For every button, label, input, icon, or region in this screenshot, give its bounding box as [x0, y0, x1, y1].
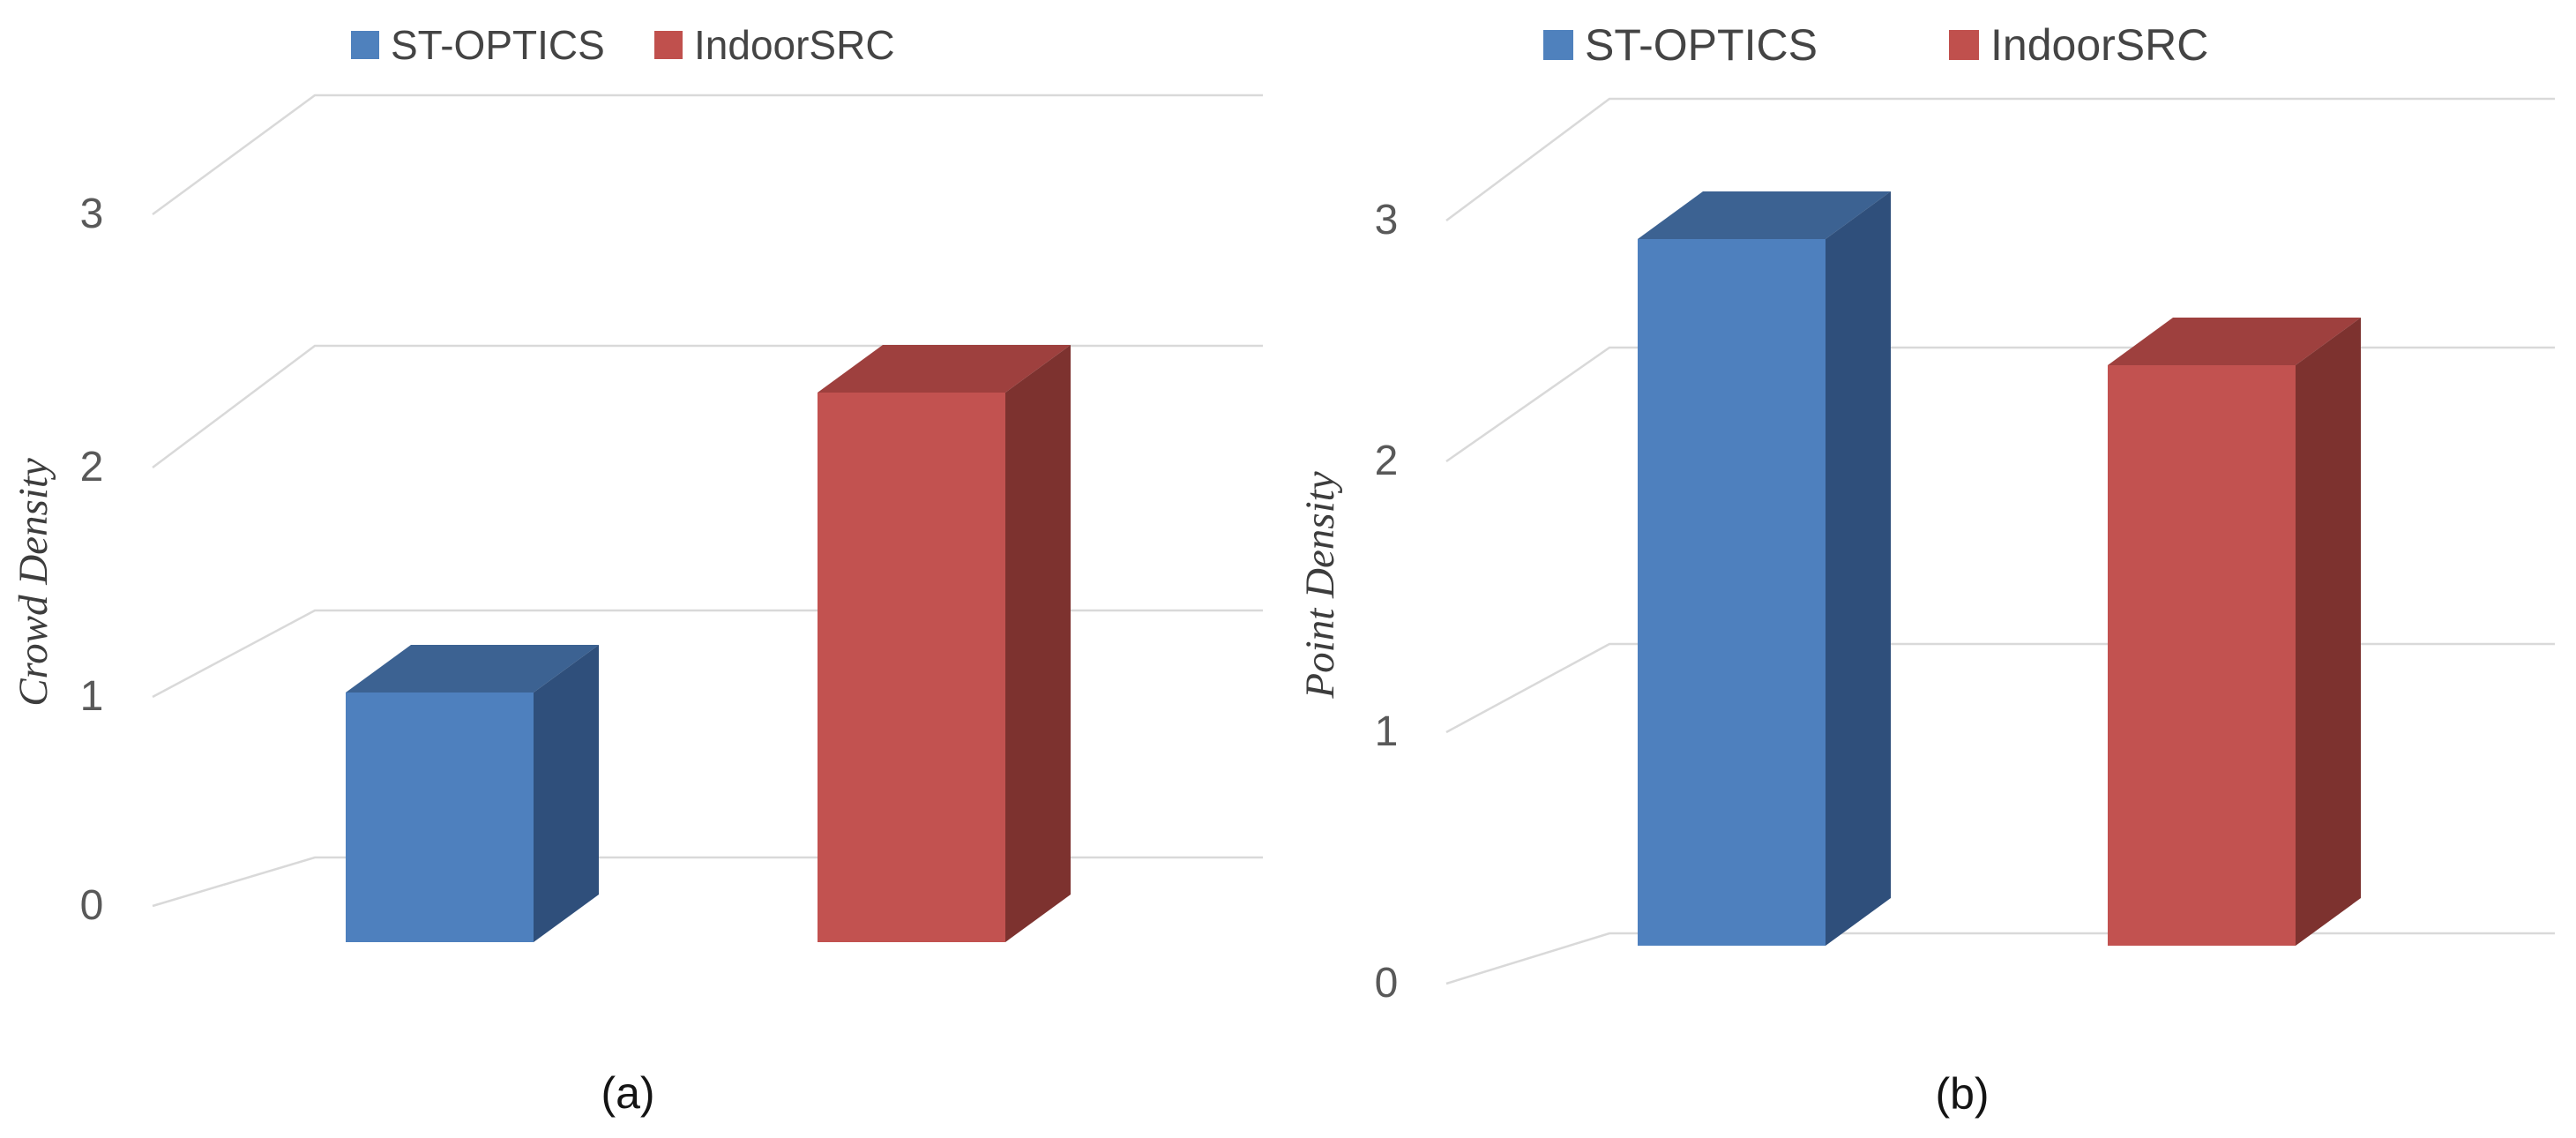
chart-a-plot: [152, 94, 1263, 942]
gridline-b-3: [1445, 97, 2555, 222]
bar-front-face: [346, 693, 534, 942]
caption-b: (b): [1935, 1069, 1990, 1119]
bar-side-face: [1826, 191, 1891, 946]
legend-swatch-indoorsrc-b-icon: [1949, 30, 1979, 60]
gridline-b-0: [1445, 932, 2555, 985]
bar-indoor_src-chart-b: [2108, 318, 2361, 946]
y-tick-a-3: 3: [79, 191, 104, 237]
caption-a: (a): [601, 1068, 655, 1118]
y-tick-b-1: 1: [1374, 708, 1399, 755]
chart-b-plot: [1445, 97, 2555, 985]
gridline-a-0: [152, 856, 1263, 908]
bar-side-face: [2296, 318, 2361, 946]
bar-side-face: [534, 645, 599, 942]
y-tick-a-0: 0: [79, 882, 104, 929]
legend-item-indoorsrc-a: IndoorSRC: [654, 21, 895, 69]
bar-indoor_src-chart-a: [818, 345, 1071, 942]
bar-front-face: [818, 393, 1005, 942]
bar-side-face: [1005, 345, 1071, 942]
y-axis-title-b: Point Density: [1297, 471, 1343, 699]
gridline-b-2: [1445, 346, 2555, 463]
legend-item-st-optics-b: ST-OPTICS: [1543, 19, 1818, 71]
bar-top-face: [818, 345, 1071, 393]
gridline-b-1: [1445, 642, 2555, 734]
bar-st_optics-chart-a: [346, 645, 599, 942]
legend-swatch-st-optics-b-icon: [1543, 30, 1573, 60]
y-tick-b-3: 3: [1374, 197, 1399, 243]
legend-swatch-indoorsrc-a-icon: [654, 31, 683, 59]
gridline-a-2: [152, 344, 1263, 468]
bar-top-face: [2108, 318, 2361, 365]
gridline-a-1: [152, 609, 1263, 699]
legend-item-st-optics-a: ST-OPTICS: [351, 21, 605, 69]
y-tick-a-1: 1: [79, 673, 104, 720]
bar-front-face: [1638, 239, 1826, 946]
legend-label-indoorsrc-b: IndoorSRC: [1990, 20, 2209, 70]
legend-label-st-optics-a: ST-OPTICS: [391, 22, 605, 68]
legend-label-st-optics-b: ST-OPTICS: [1585, 20, 1818, 70]
y-tick-b-0: 0: [1374, 960, 1399, 1007]
legend-label-indoorsrc-a: IndoorSRC: [694, 22, 895, 68]
y-axis-title-a: Crowd Density: [11, 458, 56, 707]
legend-item-indoorsrc-b: IndoorSRC: [1949, 19, 2208, 71]
bar-front-face: [2108, 365, 2296, 946]
bar-top-face: [1638, 191, 1891, 239]
y-tick-a-2: 2: [79, 444, 104, 490]
y-tick-b-2: 2: [1374, 438, 1399, 484]
bar-top-face: [346, 645, 599, 693]
legend-swatch-st-optics-a-icon: [351, 31, 379, 59]
bar-st_optics-chart-b: [1638, 191, 1891, 946]
gridline-a-3: [152, 94, 1263, 216]
